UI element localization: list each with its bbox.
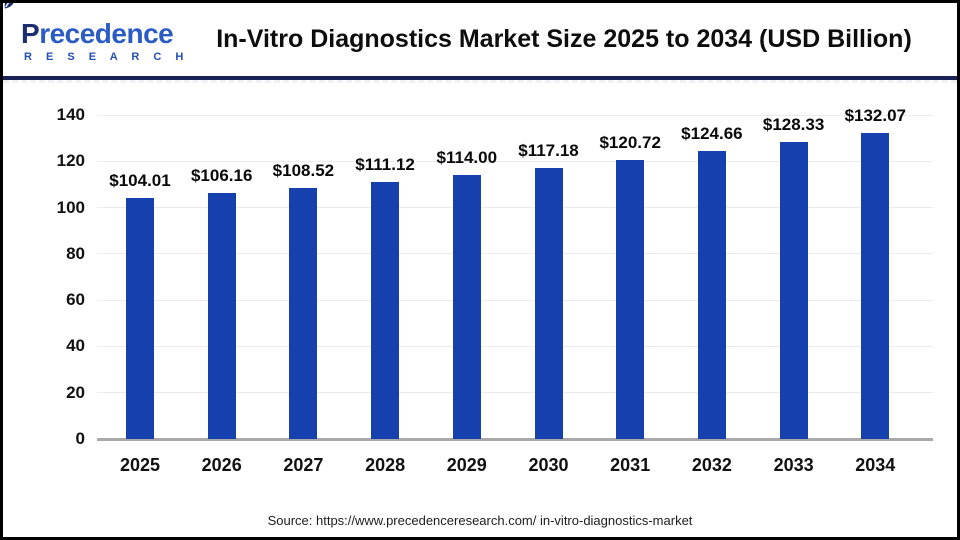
bar	[779, 142, 808, 439]
x-tick-label: 2028	[365, 455, 406, 475]
bar	[534, 167, 563, 439]
gridline	[97, 392, 933, 394]
precedence-research-logo: Precedence R E S E A R C H	[4, 3, 191, 63]
bar-value-label: $132.07	[844, 106, 907, 126]
logo-wordmark: Precedence	[21, 18, 174, 49]
gridline	[97, 299, 933, 301]
x-tick-label: 2026	[201, 455, 242, 475]
y-tick-label: 40	[66, 336, 85, 356]
gridline	[97, 253, 933, 255]
x-tick-label: 2027	[283, 455, 324, 475]
x-tick-label: 2029	[446, 455, 487, 475]
bar-value-label: $108.52	[272, 160, 335, 180]
y-tick-label: 80	[66, 243, 85, 263]
bar-value-label: $117.18	[518, 140, 579, 160]
x-tick-label: 2030	[528, 455, 569, 475]
y-tick-label: 60	[66, 290, 85, 310]
bar	[697, 150, 726, 439]
bar	[207, 193, 236, 439]
page-title: In-Vitro Diagnostics Market Size 2025 to…	[216, 25, 912, 54]
gridline	[97, 345, 933, 347]
y-tick-label: 140	[56, 105, 85, 124]
x-tick-label: 2025	[119, 455, 161, 475]
x-tick-label: 2034	[855, 455, 896, 475]
header-divider	[3, 76, 957, 80]
plot-top-dashed-line	[3, 80, 957, 83]
bar	[616, 159, 645, 439]
bar	[126, 198, 154, 439]
bar-value-label: $120.72	[599, 132, 661, 152]
bar-value-label: $124.66	[681, 123, 743, 143]
gridline	[97, 207, 933, 209]
y-tick-label: 0	[75, 429, 85, 448]
chart-area: 0 20 40 60 80 100 120 140 $104.01 2025 $106.16 2026…	[3, 83, 957, 503]
y-tick-label: 100	[56, 197, 85, 217]
bar-value-label: $114.00	[436, 148, 498, 168]
x-axis-line	[97, 438, 933, 441]
bar	[371, 181, 400, 439]
bar-value-label: $106.16	[190, 166, 253, 186]
leaf-icon	[3, 3, 18, 15]
y-tick-label: 120	[56, 151, 85, 171]
bar-value-label: $128.33	[762, 115, 825, 134]
bar	[861, 133, 890, 439]
gridline	[97, 114, 933, 116]
x-tick-label: 2031	[610, 455, 651, 475]
logo-subtitle: R E S E A R C H	[24, 51, 189, 63]
header: Precedence R E S E A R C H In-Vitro Diag…	[3, 3, 957, 76]
bar-value-label: $104.01	[109, 171, 171, 191]
bar	[452, 175, 481, 439]
y-tick-label: 20	[66, 382, 85, 402]
bar	[289, 187, 318, 439]
bar-value-label: $111.12	[355, 154, 415, 174]
x-tick-label: 2033	[773, 455, 814, 475]
x-tick-label: 2032	[691, 455, 732, 475]
source-citation: Source: https://www.precedenceresearch.c…	[267, 513, 693, 528]
gridline	[97, 160, 933, 162]
